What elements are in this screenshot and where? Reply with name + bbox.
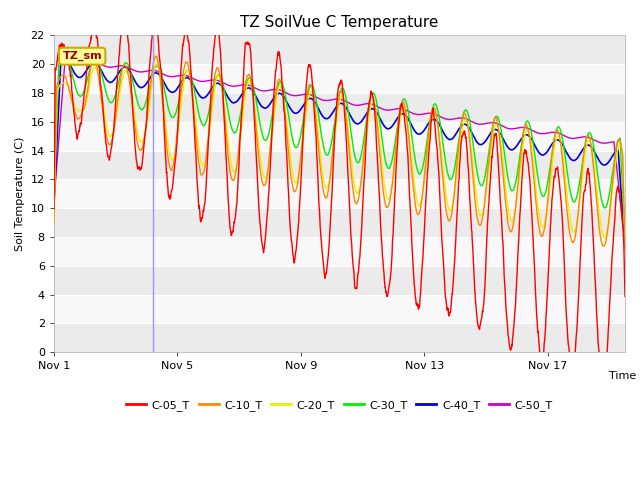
C-10_T: [621, 246, 629, 252]
C-20_T: [313, 116, 321, 122]
C-10_T: [605, 218, 612, 224]
Bar: [54, 36, 625, 64]
C-20_T: [605, 220, 612, 226]
C-30_T: [313, 100, 321, 106]
C-50_T: [313, 95, 321, 100]
C-40_T: [621, 243, 629, 249]
C-40_T: [313, 103, 321, 108]
C-10_T: [500, 181, 508, 187]
C-40_T: [328, 111, 336, 117]
Line: C-40_T: C-40_T: [54, 57, 625, 246]
C-20_T: [153, 61, 161, 67]
C-05_T: [79, 103, 87, 108]
C-30_T: [50, 206, 58, 212]
C-10_T: [79, 107, 87, 113]
C-05_T: [50, 206, 58, 212]
C-40_T: [79, 72, 87, 78]
C-20_T: [328, 162, 336, 168]
C-05_T: [313, 152, 321, 157]
C-40_T: [500, 137, 508, 143]
C-30_T: [500, 146, 508, 152]
C-10_T: [152, 53, 159, 59]
Y-axis label: Soil Temperature (C): Soil Temperature (C): [15, 136, 25, 251]
C-05_T: [328, 193, 336, 199]
Line: C-30_T: C-30_T: [54, 54, 625, 242]
C-40_T: [605, 159, 612, 165]
C-30_T: [79, 90, 87, 96]
Bar: [54, 122, 625, 151]
C-20_T: [500, 168, 508, 173]
C-05_T: [121, 9, 129, 14]
C-20_T: [50, 221, 58, 227]
C-05_T: [605, 314, 613, 320]
Bar: [54, 64, 625, 93]
C-30_T: [328, 137, 336, 143]
C-40_T: [605, 159, 612, 165]
C-05_T: [598, 379, 605, 385]
C-30_T: [605, 194, 612, 200]
Legend: C-05_T, C-10_T, C-20_T, C-30_T, C-40_T, C-50_T: C-05_T, C-10_T, C-20_T, C-30_T, C-40_T, …: [122, 396, 557, 416]
C-10_T: [328, 156, 336, 162]
C-50_T: [500, 124, 508, 130]
Bar: [54, 295, 625, 324]
Bar: [54, 208, 625, 237]
C-30_T: [605, 196, 612, 202]
C-10_T: [313, 124, 321, 130]
C-20_T: [605, 222, 612, 228]
C-50_T: [328, 97, 336, 103]
C-50_T: [605, 140, 612, 145]
C-50_T: [50, 200, 58, 206]
Text: TZ_sm: TZ_sm: [63, 51, 102, 61]
C-10_T: [50, 220, 58, 226]
C-40_T: [50, 204, 58, 209]
Line: C-20_T: C-20_T: [54, 64, 625, 246]
Bar: [54, 151, 625, 180]
Line: C-10_T: C-10_T: [54, 56, 625, 249]
C-30_T: [621, 240, 629, 245]
C-50_T: [605, 140, 612, 145]
C-20_T: [621, 243, 629, 249]
C-20_T: [79, 108, 87, 113]
Bar: [54, 180, 625, 208]
Bar: [54, 266, 625, 295]
Title: TZ SoilVue C Temperature: TZ SoilVue C Temperature: [240, 15, 438, 30]
C-40_T: [60, 54, 67, 60]
Bar: [54, 237, 625, 266]
C-05_T: [605, 322, 612, 327]
X-axis label: Time: Time: [609, 371, 636, 381]
C-50_T: [621, 240, 629, 246]
C-10_T: [605, 221, 612, 227]
Line: C-05_T: C-05_T: [54, 12, 625, 382]
C-05_T: [621, 294, 629, 300]
Bar: [54, 324, 625, 352]
Bar: [54, 93, 625, 122]
C-30_T: [60, 51, 68, 57]
C-50_T: [79, 59, 87, 65]
Line: C-50_T: C-50_T: [54, 58, 625, 243]
C-05_T: [500, 263, 508, 268]
C-50_T: [61, 55, 69, 60]
